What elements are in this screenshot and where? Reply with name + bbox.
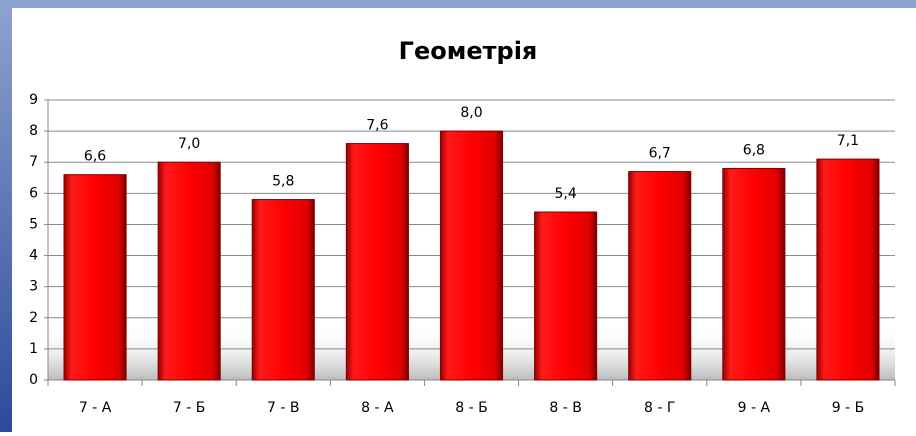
- y-tick-label: 2: [29, 310, 38, 326]
- bar: [722, 167, 786, 381]
- chart-title: Геометрія: [399, 37, 538, 65]
- x-tick-label: 8 - А: [361, 400, 394, 416]
- value-label: 6,8: [743, 142, 765, 158]
- x-tick-label: 7 - А: [79, 400, 112, 416]
- bar: [439, 130, 504, 381]
- bar: [816, 158, 880, 381]
- x-tick-label: 7 - В: [267, 400, 299, 416]
- bar: [345, 143, 409, 381]
- x-tick-label: 7 - Б: [173, 400, 205, 416]
- bar: [251, 199, 315, 381]
- bar: [628, 171, 692, 381]
- x-tick-label: 8 - В: [549, 400, 581, 416]
- y-tick-label: 7: [29, 154, 38, 170]
- bar: [63, 174, 127, 381]
- value-label: 6,6: [84, 149, 106, 165]
- y-tick-label: 3: [29, 279, 38, 295]
- x-tick-label: 8 - Б: [455, 400, 487, 416]
- bar: [157, 161, 221, 381]
- bar: [534, 211, 598, 381]
- y-tick-label: 0: [29, 372, 38, 388]
- value-label: 7,1: [837, 133, 859, 149]
- y-tick-label: 8: [29, 123, 38, 139]
- value-label: 7,0: [178, 136, 200, 152]
- y-tick-label: 5: [29, 216, 38, 232]
- x-tick-label: 9 - Б: [832, 400, 864, 416]
- y-tick-label: 6: [29, 185, 38, 201]
- y-tick-label: 4: [29, 248, 38, 264]
- value-label: 5,8: [272, 174, 294, 190]
- x-tick-label: 9 - А: [738, 400, 771, 416]
- value-label: 7,6: [366, 118, 388, 134]
- value-label: 5,4: [554, 186, 576, 202]
- value-label: 6,7: [649, 146, 671, 162]
- value-label: 8,0: [460, 105, 482, 121]
- x-tick-label: 8 - Г: [644, 400, 675, 416]
- y-tick-label: 1: [29, 341, 38, 357]
- y-tick-label: 9: [29, 92, 38, 108]
